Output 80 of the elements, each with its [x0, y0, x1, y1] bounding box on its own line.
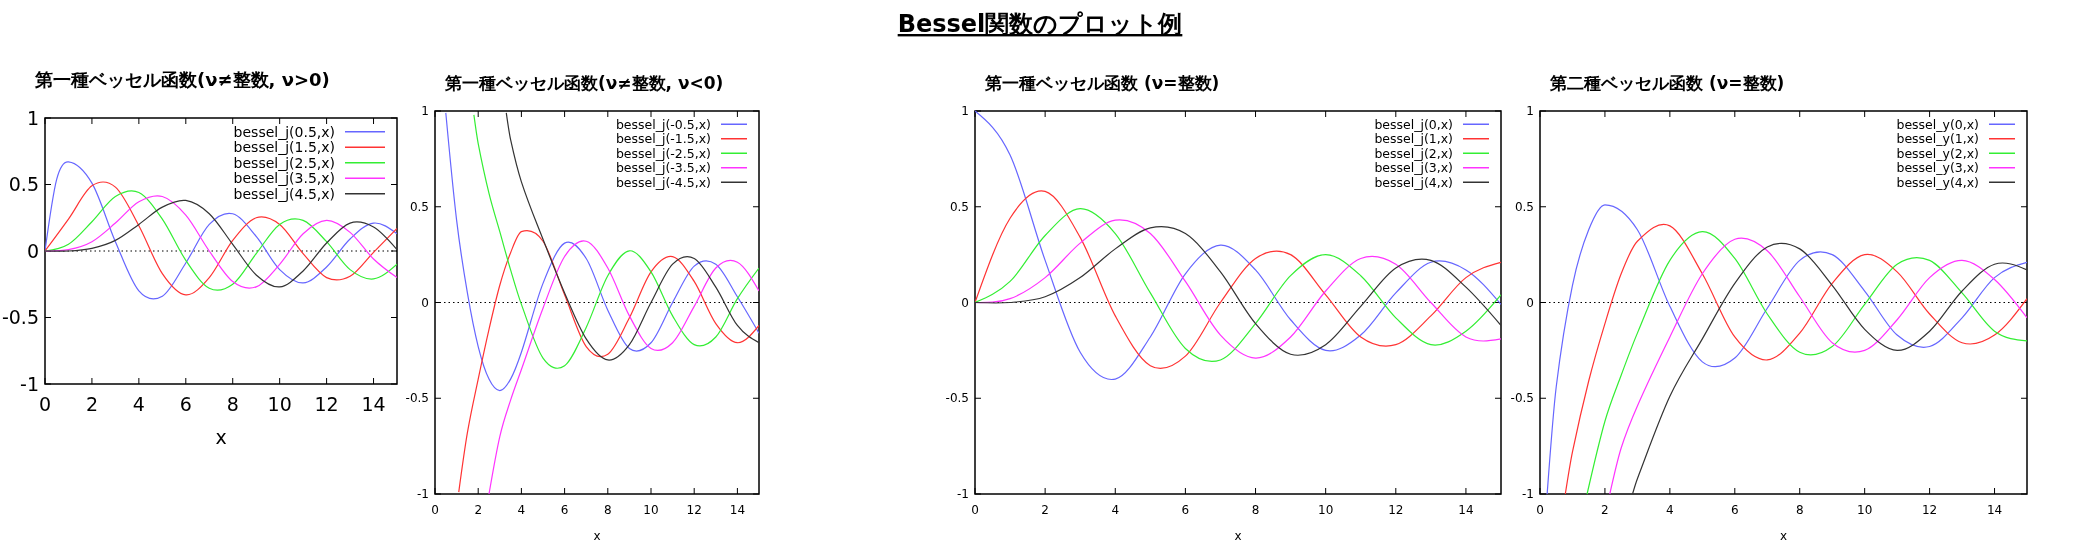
legend-label: bessel_j(1.5,x) [233, 139, 335, 156]
legend-label: bessel_j(2,x) [1374, 145, 1453, 161]
y-tick-label: -1 [1522, 487, 1534, 502]
x-tick-label: 4 [1111, 503, 1120, 517]
legend-label: bessel_j(4,x) [1374, 174, 1453, 190]
x-tick-label: 6 [560, 503, 569, 517]
legend-label: bessel_j(-4.5,x) [615, 174, 711, 190]
x-tick-label: 14 [1458, 503, 1474, 517]
x-tick-label: 8 [603, 503, 612, 517]
y-tick-label: -0.5 [945, 391, 969, 406]
legend-label: bessel_j(0.5,x) [233, 123, 335, 140]
y-tick-label: 0.5 [1514, 199, 1534, 214]
y-tick-label: -0.5 [1, 306, 39, 329]
legend-label: bessel_j(3.5,x) [233, 170, 335, 187]
y-tick-label: -1 [957, 487, 969, 502]
x-tick-label: 12 [1388, 503, 1404, 517]
chart-title: 第一種ベッセル函数 (ν=整数) [984, 73, 1220, 93]
x-tick-label: 8 [1795, 503, 1804, 517]
y-tick-label: 1 [421, 104, 429, 119]
x-tick-label: 14 [361, 393, 386, 415]
x-tick-label: 12 [1921, 503, 1938, 517]
x-tick-label: 2 [474, 503, 483, 517]
x-axis-title: x [1234, 529, 1242, 543]
x-tick-label: 14 [729, 503, 746, 517]
x-tick-label: 8 [1251, 503, 1260, 517]
x-tick-label: 6 [1181, 503, 1190, 517]
legend-label: bessel_j(0,x) [1374, 116, 1453, 132]
x-tick-label: 4 [1666, 503, 1674, 517]
x-tick-label: 10 [1318, 503, 1334, 517]
x-tick-label: 2 [1601, 503, 1609, 517]
legend-label: bessel_j(-3.5,x) [615, 160, 711, 176]
legend-label: bessel_j(1,x) [1374, 131, 1453, 147]
x-tick-label: 10 [267, 393, 292, 415]
y-tick-label: -0.5 [405, 391, 429, 406]
legend-label: bessel_j(3,x) [1374, 160, 1453, 176]
x-tick-label: 10 [1857, 503, 1873, 517]
x-tick-label: 12 [686, 503, 702, 517]
legend-label: bessel_j(2.5,x) [233, 154, 335, 171]
y-tick-label: 0.5 [8, 173, 39, 196]
y-tick-label: -0.5 [1510, 391, 1534, 406]
y-tick-label: 0 [961, 295, 969, 310]
x-tick-label: 0 [971, 503, 979, 517]
y-tick-label: -1 [20, 372, 39, 395]
legend-label: bessel_y(4,x) [1896, 174, 1979, 190]
legend-label: bessel_y(2,x) [1896, 145, 1979, 161]
x-tick-label: 0 [1536, 503, 1544, 517]
y-tick-label: 1 [26, 106, 39, 129]
x-tick-label: 2 [1041, 503, 1049, 517]
legend-label: bessel_j(-2.5,x) [615, 145, 711, 161]
x-axis-title: x [593, 529, 601, 543]
y-tick-label: 1 [961, 104, 969, 119]
x-tick-label: 8 [226, 393, 239, 415]
y-tick-label: 1 [1526, 104, 1534, 119]
y-tick-label: 0 [1526, 295, 1534, 310]
legend-label: bessel_y(0,x) [1896, 116, 1979, 132]
x-tick-label: 4 [517, 503, 526, 517]
chart-title: 第二種ベッセル函数 (ν=整数) [1549, 73, 1785, 93]
legend-label: bessel_j(-0.5,x) [615, 116, 711, 132]
text: Bessel関数のプロット例 [897, 10, 1183, 38]
x-tick-label: 0 [431, 503, 439, 517]
x-tick-label: 12 [314, 393, 339, 415]
y-tick-label: -1 [417, 487, 429, 502]
chart-title: 第一種ベッセル函数(ν≠整数, ν>0) [34, 69, 330, 90]
x-tick-label: 2 [85, 393, 98, 415]
x-axis-title: x [1779, 529, 1788, 543]
y-tick-label: 0 [421, 295, 429, 310]
legend-label: bessel_j(4.5,x) [233, 185, 335, 202]
x-tick-label: 6 [179, 393, 192, 415]
y-tick-label: 0.5 [409, 199, 429, 214]
x-tick-label: 10 [643, 503, 659, 517]
x-tick-label: 6 [1730, 503, 1739, 517]
legend-label: bessel_j(-1.5,x) [615, 131, 711, 147]
x-axis-title: x [215, 426, 227, 448]
x-tick-label: 14 [1986, 503, 2003, 517]
legend-label: bessel_y(1,x) [1896, 131, 1979, 147]
x-tick-label: 4 [132, 393, 145, 415]
y-tick-label: 0 [26, 239, 39, 262]
chart-title: 第一種ベッセル函数(ν≠整数, ν<0) [444, 73, 724, 93]
y-tick-label: 0.5 [949, 199, 969, 214]
legend-label: bessel_y(3,x) [1896, 160, 1979, 176]
